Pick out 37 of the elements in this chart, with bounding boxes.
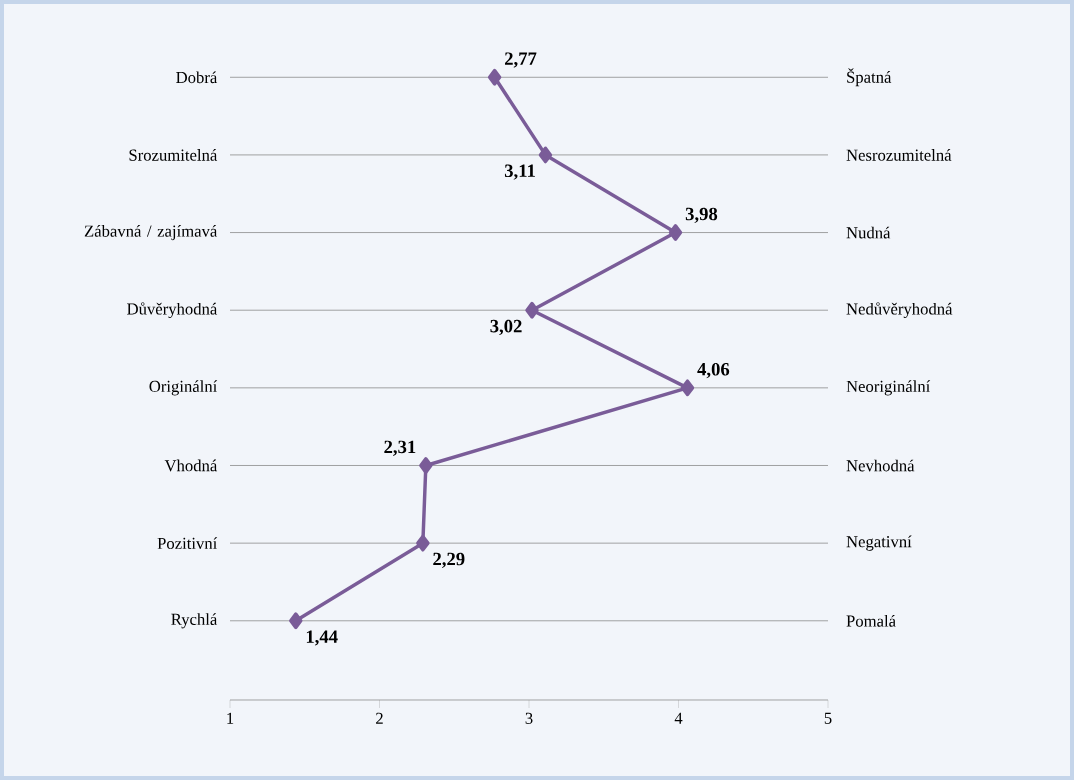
- x-tick-label: 4: [674, 712, 683, 724]
- data-label: 1,44: [306, 630, 338, 646]
- y-tick-label: Srozumitelná: [129, 149, 218, 161]
- data-label: 3,98: [685, 207, 718, 223]
- y-tick-label: Rychlá: [171, 613, 218, 629]
- y2-tick-label: Nedůvěryhodná: [846, 302, 953, 319]
- y2-tick-label: Negativní: [846, 535, 912, 551]
- y2-tick-label: Nesrozumitelná: [846, 149, 952, 161]
- y-tick-label: Důvěryhodná: [127, 302, 218, 319]
- data-label: 3,02: [490, 319, 522, 336]
- point: [538, 146, 553, 164]
- x-tick-label: 1: [227, 712, 234, 724]
- y2-tick-label: Nevhodná: [846, 459, 915, 472]
- y-tick-label: Zábavná / zajímavá: [84, 224, 218, 241]
- x-tick-label: 3: [525, 712, 533, 724]
- y2-tick-label: Nudná: [846, 226, 891, 239]
- data-label: 2,29: [433, 552, 465, 568]
- point: [525, 301, 539, 319]
- y2-tick-label: Pomalá: [846, 614, 896, 627]
- data-label: 2,31: [384, 440, 416, 456]
- y-tick-label: Originální: [149, 380, 218, 396]
- y-tick-label: Dobrá: [176, 71, 218, 84]
- y-tick-label: Pozitivní: [157, 537, 218, 550]
- y-tick-label: Vhodná: [164, 459, 218, 472]
- point: [289, 612, 303, 630]
- y2-tick-label: Špatná: [847, 68, 892, 87]
- point: [680, 379, 695, 397]
- data-label: 4,06: [697, 362, 730, 379]
- x-tick-label: 5: [824, 712, 832, 724]
- x-tick-label: 2: [376, 712, 383, 724]
- point: [416, 534, 430, 552]
- point: [668, 224, 683, 241]
- point: [487, 68, 502, 86]
- y2-tick-label: Neoriginální: [846, 380, 931, 396]
- data-label: 3,11: [504, 164, 535, 180]
- data-label: 2,77: [504, 52, 537, 68]
- point: [419, 457, 433, 474]
